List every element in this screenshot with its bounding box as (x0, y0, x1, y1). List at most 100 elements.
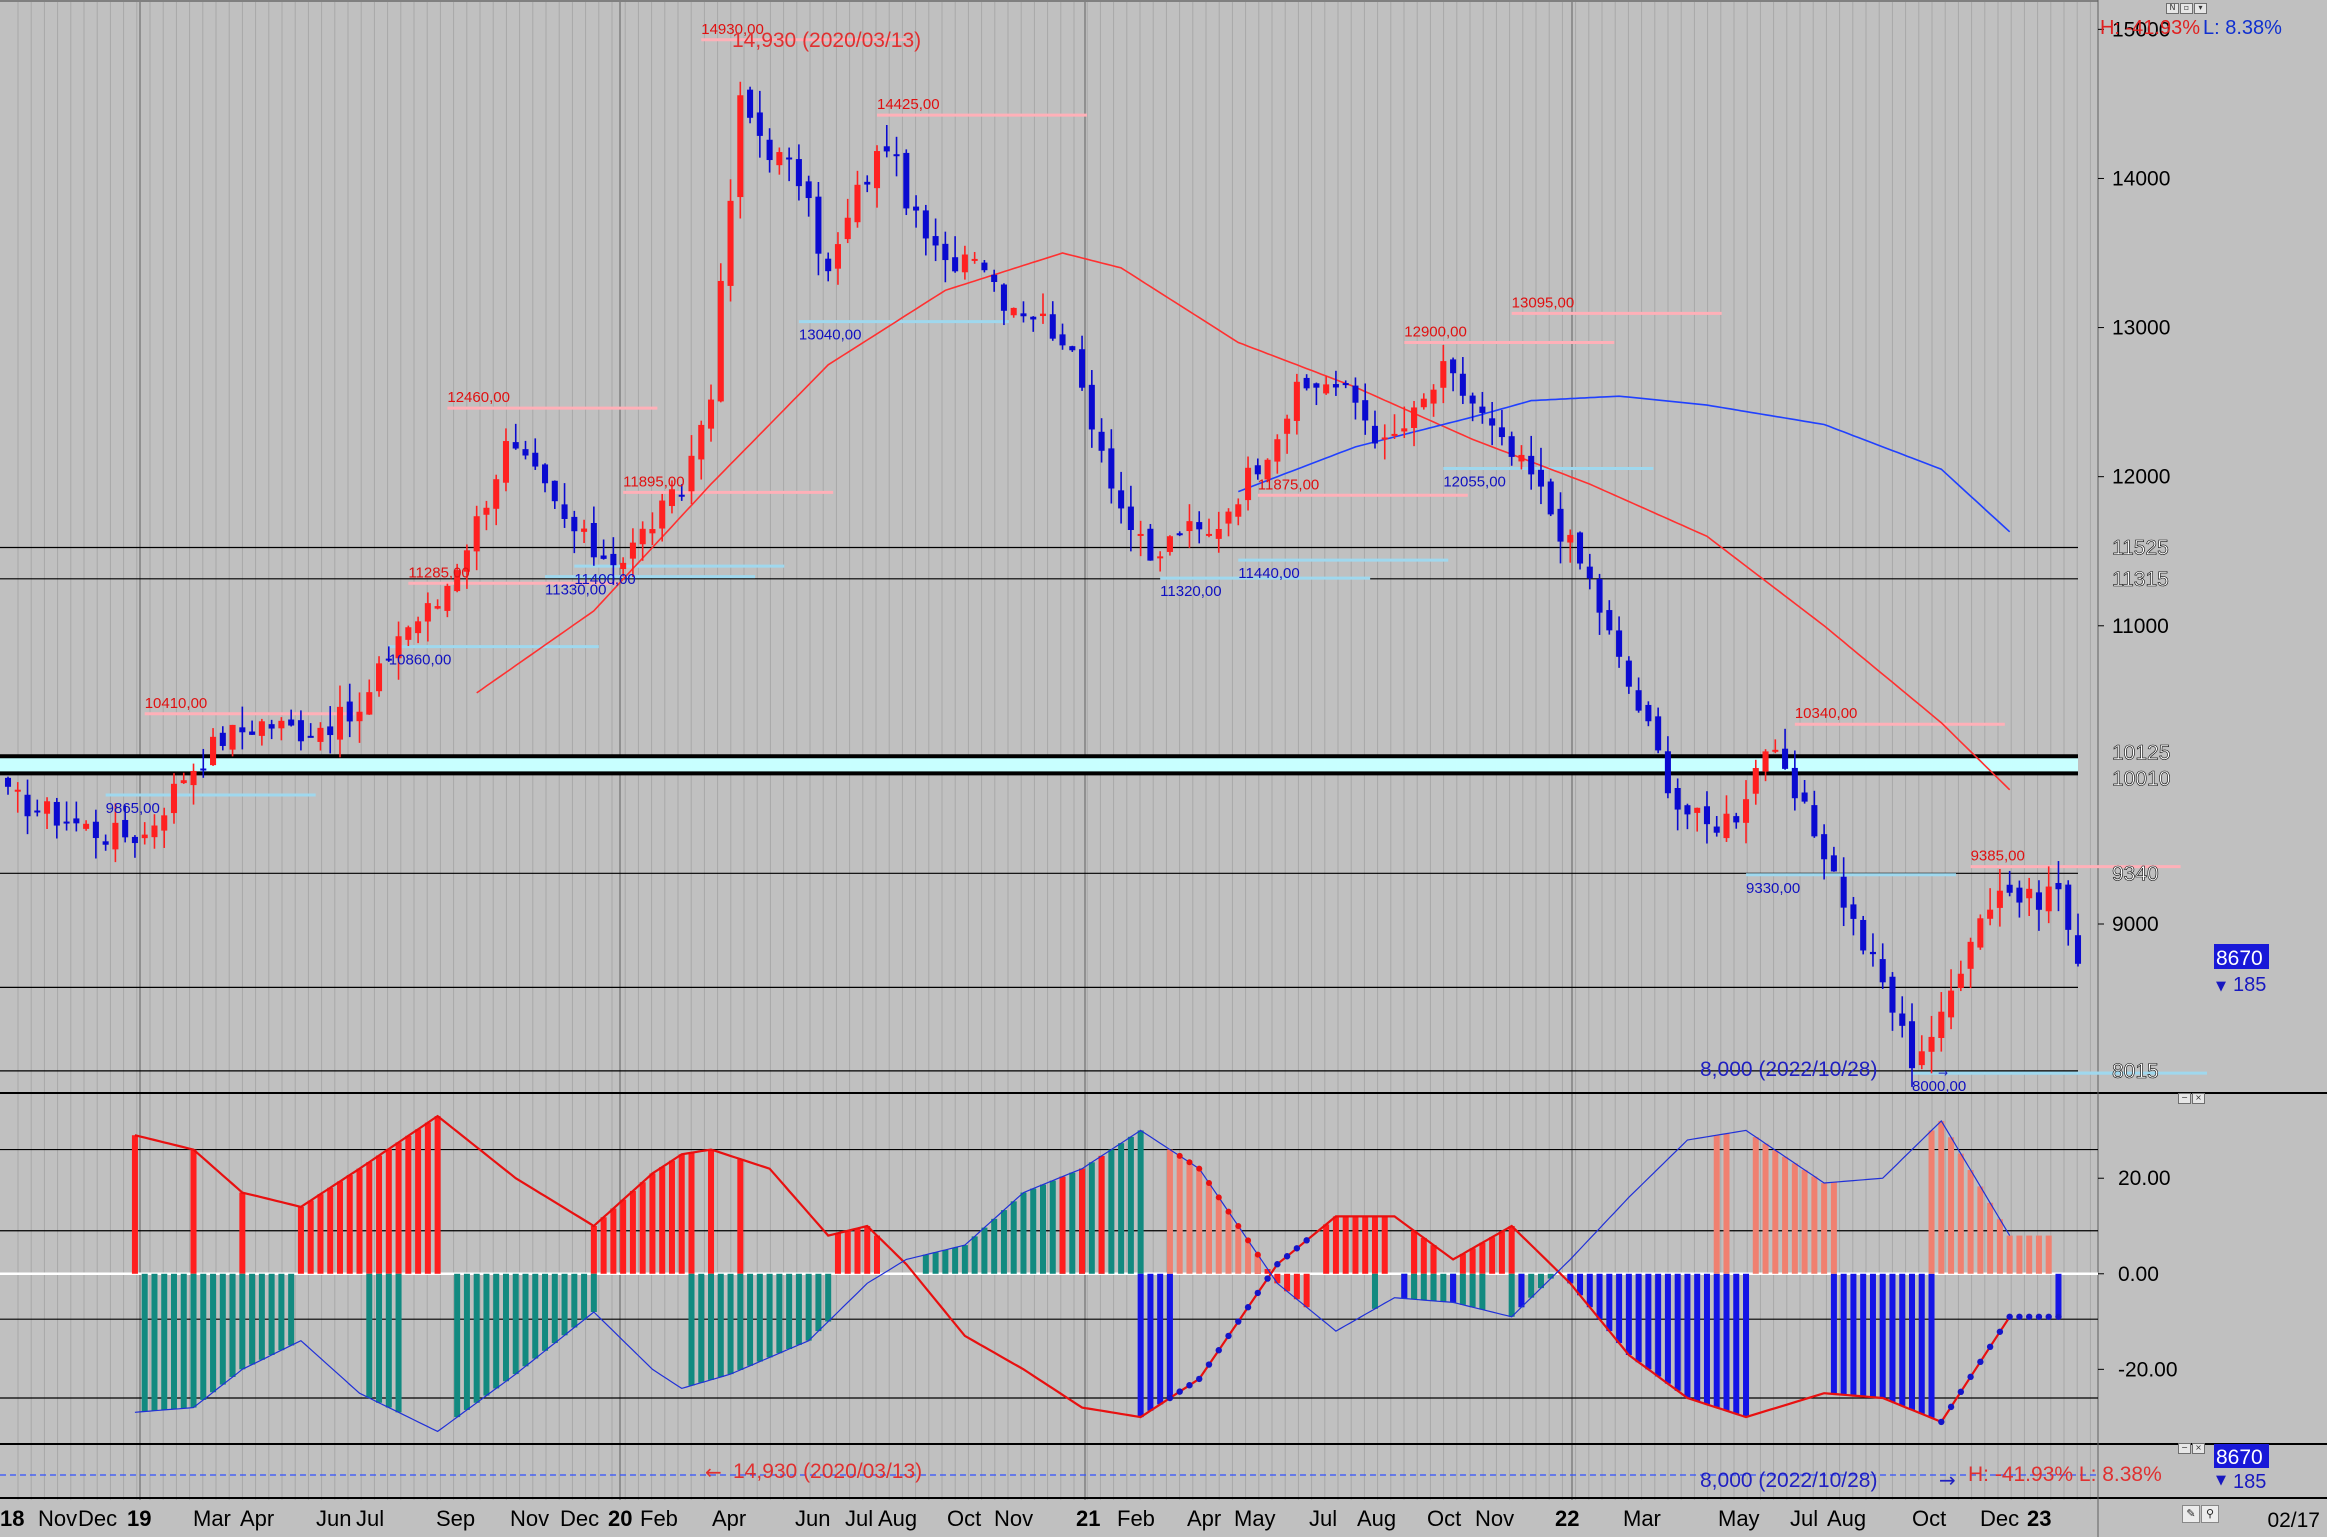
peak-label: 11895,00 (623, 473, 684, 490)
osc-bar (151, 1273, 158, 1411)
candle (1108, 429, 1115, 504)
candle-body (2026, 888, 2033, 899)
osc-bar (1147, 1273, 1154, 1411)
candle (883, 124, 890, 158)
candle-body (561, 504, 568, 519)
osc-bar (1137, 1130, 1144, 1274)
osc-bar (708, 1149, 715, 1274)
peak-label: 12900,00 (1404, 323, 1467, 340)
osc-bar (1459, 1253, 1466, 1274)
candle-body (1205, 533, 1213, 536)
osc-bar (1274, 1273, 1281, 1284)
window-minimize-button[interactable]: ▫ (2180, 3, 2193, 14)
candle (1752, 759, 1759, 805)
candle (1196, 511, 1203, 544)
osc-change-text: 185 (2233, 1471, 2266, 1493)
candle (1225, 508, 1232, 537)
osc-close-button[interactable]: × (2192, 1093, 2205, 1104)
candle (1450, 357, 1457, 392)
peak-label: 12460,00 (447, 389, 510, 406)
candle-body (1645, 704, 1652, 722)
candle-body (180, 780, 187, 784)
candle-body (1030, 316, 1037, 320)
candle (952, 236, 959, 273)
osc-bar (1479, 1273, 1486, 1310)
candle (1830, 846, 1837, 872)
low-record-arrow: → (1938, 1066, 1948, 1080)
panel-close-button[interactable]: × (2192, 1443, 2205, 1454)
osc-bar (1030, 1188, 1037, 1274)
osc-minimize-button[interactable]: − (2178, 1093, 2191, 1104)
osc-bar (1567, 1273, 1574, 1284)
osc-dot (1186, 1159, 1193, 1166)
candle-body (873, 151, 881, 189)
candle (1235, 498, 1242, 526)
candle-body (1830, 855, 1837, 872)
candle-body (1772, 749, 1779, 752)
level-price-label: 11525 (2112, 537, 2169, 560)
osc-dot (1947, 1403, 1955, 1411)
candle-body (190, 770, 197, 786)
zoom-icon[interactable]: ⚲ (2201, 1505, 2219, 1523)
osc-bar (376, 1155, 383, 1274)
candle (707, 384, 715, 442)
edit-icon[interactable]: ✎ (2182, 1505, 2200, 1523)
peak-label: 12055,00 (1443, 473, 1506, 490)
osc-dot (1254, 1251, 1261, 1258)
candle (112, 803, 119, 863)
candle-body (14, 789, 21, 792)
candle-body (1684, 805, 1691, 815)
panel-minimize-button[interactable]: − (2178, 1443, 2191, 1454)
candle (1401, 406, 1408, 439)
candle (1254, 458, 1261, 480)
candle-body (1010, 307, 1017, 316)
date-tick-label: Jun (795, 1506, 830, 1531)
candle (1303, 374, 1310, 391)
candle (317, 722, 324, 751)
candle-body (1996, 890, 2003, 908)
candle-body (170, 783, 178, 814)
level-price-label: 8015 (2112, 1060, 2159, 1083)
candle (913, 195, 920, 228)
osc-bar (415, 1129, 422, 1274)
candle-body (756, 112, 763, 136)
osc-tick-label: -20.00 (2118, 1358, 2178, 1381)
candle-body (1694, 807, 1701, 813)
osc-bar (336, 1181, 343, 1274)
right-arrow-icon: → (1939, 1468, 1956, 1492)
candle (825, 252, 832, 282)
osc-bar (1440, 1273, 1447, 1302)
osc-dot (2035, 1313, 2043, 1320)
candle-body (551, 480, 558, 502)
candle-body (698, 424, 705, 460)
candle (1635, 677, 1642, 713)
candle (1684, 803, 1691, 830)
osc-bar (1137, 1273, 1144, 1418)
candle-body (1381, 437, 1388, 440)
osc-bar (1040, 1184, 1046, 1274)
osc-bar (219, 1273, 226, 1385)
osc-current-price-text: 8670 (2216, 1446, 2263, 1469)
candle-body (1401, 428, 1408, 432)
change-text: 185 (2233, 974, 2266, 996)
date-tick-label: Apr (1187, 1506, 1221, 1531)
window-menu-button[interactable]: ▾ (2194, 3, 2207, 14)
candle-body (815, 196, 822, 254)
candle-body (161, 815, 168, 831)
candle-body (1869, 951, 1876, 955)
candle-body (707, 399, 715, 429)
candle-body (834, 244, 841, 269)
candle (961, 245, 968, 280)
osc-bar (502, 1273, 509, 1382)
candle-body (590, 522, 597, 558)
window-normal-button[interactable]: N (2166, 3, 2179, 14)
candle-body (1313, 383, 1320, 388)
osc-dot (1176, 1152, 1183, 1159)
candle (2035, 880, 2042, 931)
osc-bar (385, 1273, 392, 1408)
candle (1420, 393, 1427, 410)
candle-body (336, 706, 344, 740)
osc-bar (571, 1273, 578, 1328)
